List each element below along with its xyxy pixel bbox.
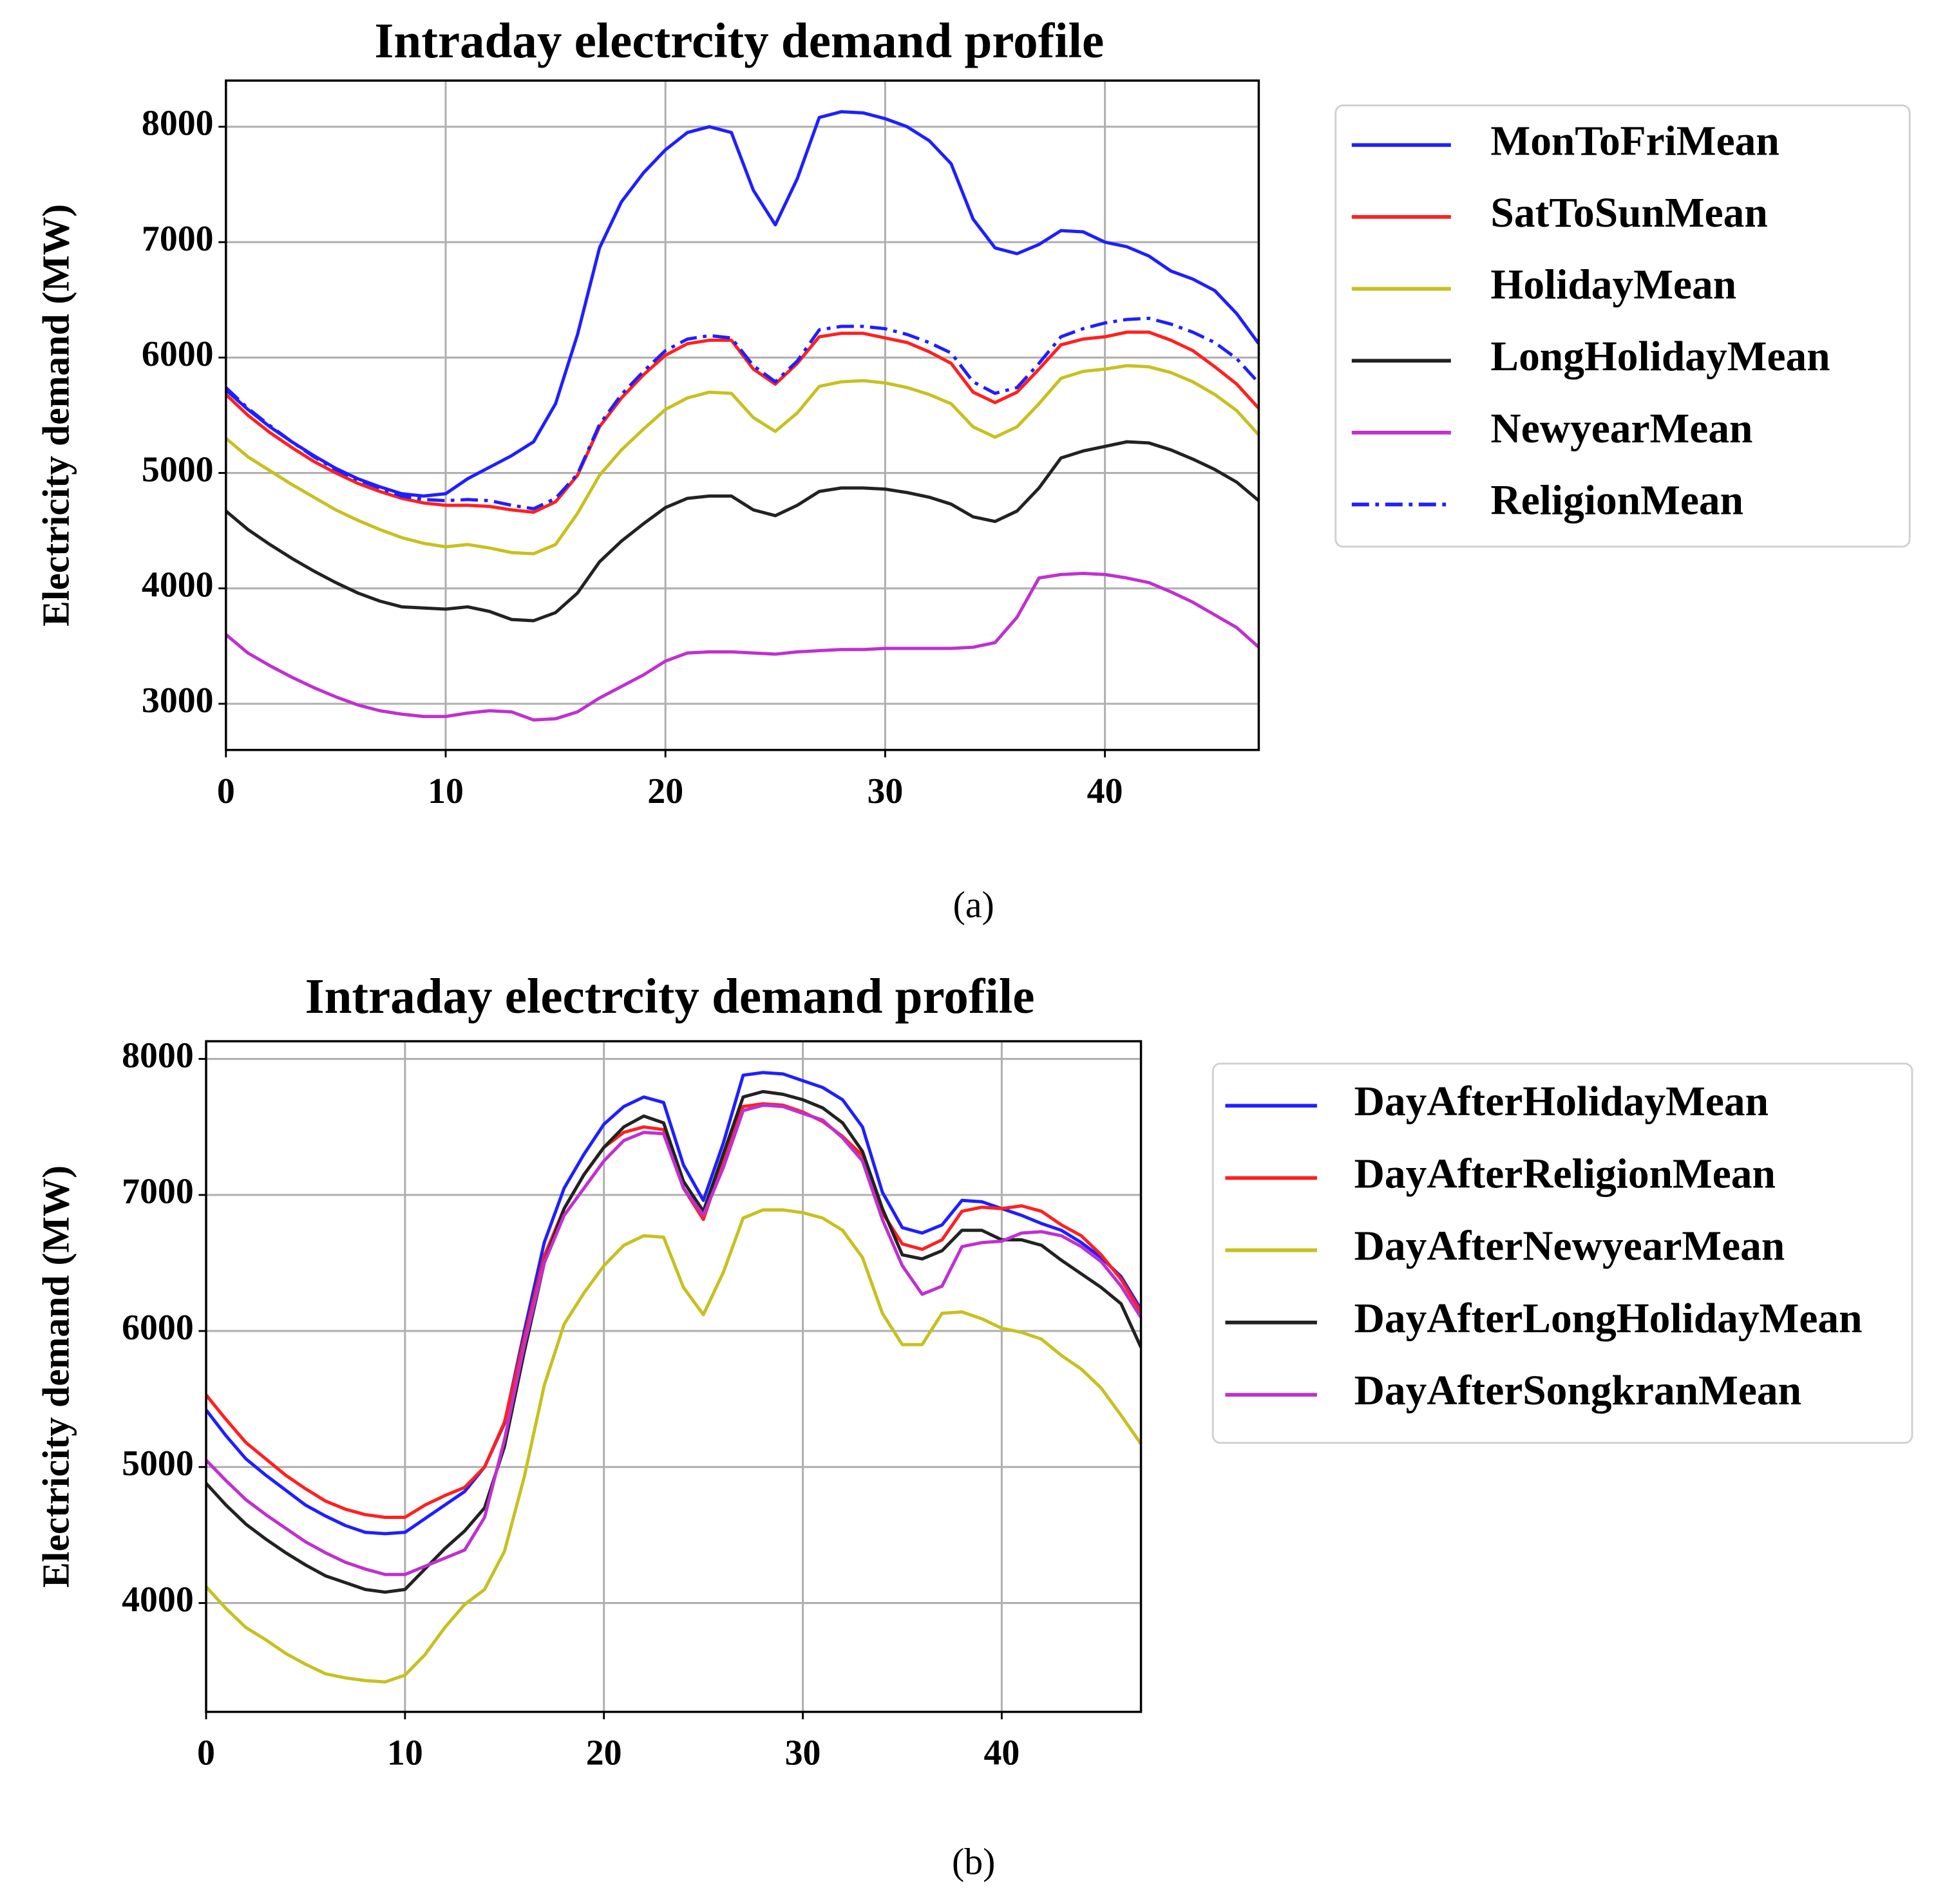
x-tick-label: 40: [983, 1733, 1020, 1773]
chart: 0 10 20 30 40 4000 5000 6000 7000 8000 Intraday el…: [35, 968, 1913, 1883]
series-line: [206, 1071, 1141, 1536]
plot-area: [206, 1041, 1141, 1712]
legend-label: MonToFriMean: [1490, 118, 1779, 164]
legend-label: NewyearMean: [1490, 406, 1752, 452]
y-tick-label: 4000: [142, 565, 214, 605]
series-line: [206, 1103, 1141, 1576]
chart-title: Intraday electrcity demand profile: [374, 13, 1104, 68]
legend-label: DayAfterSongkranMean: [1354, 1368, 1801, 1414]
x-tick-label: 20: [586, 1733, 622, 1773]
y-tick-label: 7000: [122, 1172, 194, 1212]
chart-title: Intraday electrcity demand profile: [305, 968, 1035, 1024]
legend-label: HolidayMean: [1490, 262, 1736, 308]
y-tick-label: 3000: [142, 681, 214, 721]
y-tick-label: 8000: [122, 1035, 194, 1075]
x-tick-label: 10: [387, 1733, 423, 1773]
series-line: [206, 1208, 1141, 1684]
x-tick-label: 40: [1087, 771, 1123, 811]
legend-label: DayAfterReligionMean: [1354, 1151, 1776, 1197]
legend-label: LongHolidayMean: [1490, 334, 1830, 380]
legend-label: DayAfterHolidayMean: [1354, 1079, 1769, 1125]
y-tick-label: 5000: [142, 449, 214, 489]
x-tick-label: 0: [197, 1733, 215, 1773]
y-axis-label: Electricity demand (MW): [35, 1165, 77, 1588]
legend-label: DayAfterLongHolidayMean: [1354, 1296, 1863, 1342]
series-line: [225, 110, 1259, 498]
x-tick-label: 0: [217, 771, 235, 811]
caption: (b): [952, 1842, 995, 1883]
legend: DayAfterHolidayMean DayAfterReligionMean D…: [1211, 1062, 1913, 1444]
y-tick-label: 4000: [122, 1579, 194, 1619]
y-tick-label: 5000: [122, 1444, 194, 1484]
x-tick-label: 10: [428, 771, 464, 811]
y-tick-label: 7000: [142, 219, 214, 259]
legend-box: [1211, 1062, 1913, 1444]
y-axis-label: Electricity demand (MW): [35, 204, 77, 627]
legend-label: DayAfterNewyearMean: [1354, 1223, 1785, 1270]
plot-frame: [205, 1040, 1143, 1713]
series-line: [225, 571, 1259, 722]
legend-box: [1334, 104, 1911, 548]
y-tick-label: 6000: [122, 1308, 194, 1348]
legend-label: SatToSunMean: [1490, 190, 1767, 236]
legend: MonToFriMean SatToSunMean HolidayMean LongH…: [1334, 104, 1911, 548]
series-line: [225, 330, 1259, 514]
x-tick-label: 30: [785, 1733, 821, 1773]
series-line: [225, 316, 1259, 511]
y-tick-label: 8000: [142, 104, 214, 144]
plot-area: [225, 80, 1259, 750]
y-tick-label: 6000: [142, 334, 214, 374]
series-line: [225, 364, 1259, 556]
legend-label: ReligionMean: [1490, 478, 1743, 524]
chart: 0 10 20 30 40 3000 4000 5000 6000 7000 8000 Intrada…: [35, 13, 1911, 925]
x-tick-label: 20: [647, 771, 683, 811]
series-line: [225, 440, 1259, 623]
x-tick-label: 30: [867, 771, 903, 811]
series-line: [206, 1089, 1141, 1594]
caption: (a): [953, 885, 994, 925]
plot-frame: [225, 79, 1260, 751]
